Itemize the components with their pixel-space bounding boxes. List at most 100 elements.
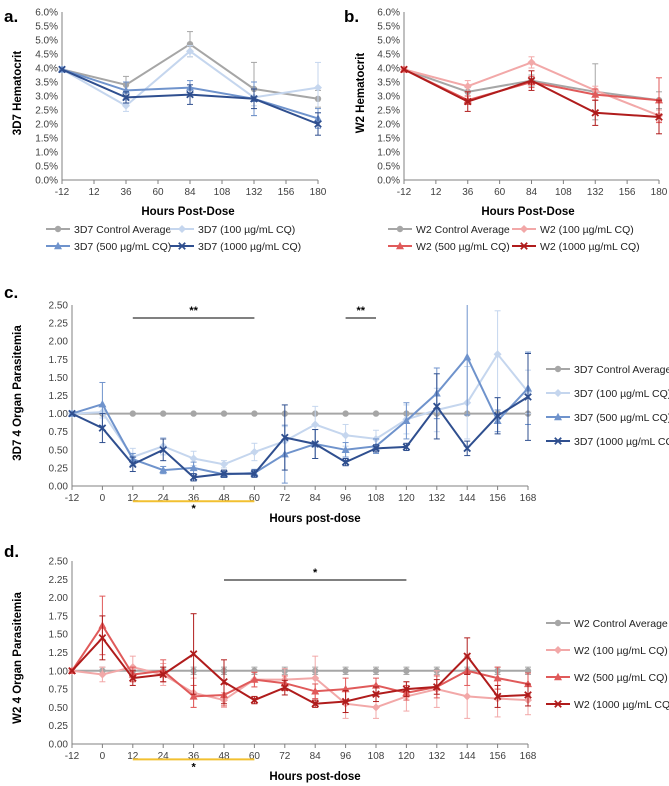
legend-item: W2 Control Average (546, 618, 668, 630)
data-point (554, 437, 562, 445)
y-tick-label: 0.25 (49, 463, 69, 474)
x-axis-title: Hours post-dose (269, 513, 360, 525)
legend-label: 3D7 (500 µg/mL CQ) (574, 412, 669, 424)
legend-label: W2 (500 µg/mL CQ) (574, 672, 668, 684)
chart-panel-a: a. Hours Post-Dose 3D7 Hematocrit 0.0%0.… (4, 7, 327, 253)
legend-label: 3D7 (500 µg/mL CQ) (74, 241, 171, 253)
x-tick-label: 60 (494, 187, 506, 198)
data-point (520, 225, 528, 233)
y-tick-label: 0.50 (49, 445, 69, 456)
data-point (493, 350, 502, 359)
y-tick-label: 3.5% (377, 78, 400, 89)
y-tick-label: 2.00 (49, 593, 69, 604)
y-tick-label: 6.0% (377, 8, 400, 19)
data-point (220, 469, 228, 478)
data-point (493, 692, 502, 701)
y-tick-label: 1.0% (35, 148, 58, 159)
data-point (463, 692, 472, 701)
x-tick-label: 24 (158, 493, 170, 504)
y-tick-label: 0.5% (35, 162, 58, 173)
panel-label: d. (4, 542, 19, 561)
y-tick-label: 2.25 (49, 575, 69, 586)
data-point (341, 458, 350, 466)
data-point (250, 447, 259, 456)
y-tick-label: 4.5% (377, 50, 400, 61)
y-tick-label: 0.00 (49, 740, 69, 751)
chart-panel-c: c. Hours post-dose 3D7 4 Organ Parasitem… (4, 283, 669, 525)
legend-item: 3D7 (100 µg/mL CQ) (170, 224, 295, 236)
y-tick-label: 0.00 (49, 482, 69, 493)
y-tick-label: 5.5% (377, 22, 400, 33)
y-tick-label: 1.00 (49, 409, 69, 420)
legend-item: W2 (1000 µg/mL CQ) (512, 241, 640, 253)
data-point (463, 652, 472, 660)
data-point (189, 454, 198, 463)
legend: W2 Control Average W2 (100 µg/mL CQ) W2 (5… (388, 224, 640, 253)
legend-label: 3D7 (100 µg/mL CQ) (574, 388, 669, 400)
data-point (432, 683, 441, 691)
y-tick-label: 2.25 (49, 319, 69, 330)
series-line (71, 666, 529, 709)
data-point (463, 82, 472, 91)
data-point (402, 685, 411, 693)
data-point (311, 699, 320, 708)
series-line (71, 636, 529, 705)
plot-area (58, 31, 322, 136)
series-line (71, 396, 529, 479)
data-point (372, 410, 380, 417)
data-point (98, 399, 107, 408)
data-point (220, 410, 228, 417)
data-point (280, 433, 289, 442)
significance-label: * (191, 503, 196, 515)
data-point (98, 670, 107, 679)
x-tick-label: 180 (651, 187, 668, 198)
series-4 (68, 613, 532, 714)
data-point (178, 225, 186, 233)
x-tick-label: 120 (398, 493, 415, 504)
y-tick-label: 3.5% (35, 78, 58, 89)
x-tick-label: 156 (619, 187, 636, 198)
legend-item: 3D7 (1000 µg/mL CQ) (546, 436, 669, 448)
y-tick-label: 0.5% (377, 162, 400, 173)
data-point (524, 667, 532, 674)
y-axis-title: 3D7 4 Organ Parasitemia (12, 325, 24, 461)
data-point (68, 666, 76, 675)
x-tick-label: 108 (368, 493, 385, 504)
data-point (189, 473, 198, 482)
data-point (189, 463, 198, 472)
x-tick-label: -12 (65, 751, 80, 762)
data-point (655, 113, 663, 121)
legend-label: W2 Control Average (416, 224, 510, 236)
data-point (159, 465, 168, 474)
series-line (71, 355, 529, 476)
x-tick-label: 0 (100, 493, 106, 504)
axes: 0.00 0.25 0.50 0.75 1.00 1.25 1.50 1.75 2.00 2.25… (49, 301, 537, 505)
x-tick-label: 12 (430, 187, 442, 198)
y-tick-label: 0.25 (49, 721, 69, 732)
data-point (186, 47, 194, 56)
data-point (554, 389, 562, 397)
x-tick-label: 96 (340, 751, 352, 762)
y-tick-label: 1.0% (377, 148, 400, 159)
chart-panel-b: b. Hours Post-Dose W2 Hematocrit 0.0% 0.5… (344, 7, 668, 253)
data-point (220, 460, 228, 469)
series-2 (68, 310, 532, 469)
x-tick-label: 108 (368, 751, 385, 762)
data-point (527, 76, 536, 85)
x-tick-label: 48 (218, 493, 230, 504)
x-tick-label: 108 (555, 187, 572, 198)
x-tick-label: 36 (188, 751, 200, 762)
y-tick-label: 0.0% (35, 176, 58, 187)
data-point (554, 365, 562, 373)
x-tick-label: 48 (218, 751, 230, 762)
data-point (311, 674, 320, 683)
plot-area (400, 56, 663, 135)
axes: 0.0% 0.5% 1.0% 1.5% 2.0% 2.5% 3.0% 3.5% 4.0% 4.5%… (35, 8, 327, 199)
data-point (251, 410, 258, 417)
axes: 0.0% 0.5% 1.0% 1.5% 2.0% 2.5% 3.0% 3.5% 4.0% 4.5%… (377, 8, 668, 199)
data-point (311, 420, 320, 429)
legend-label: W2 Control Average (574, 618, 668, 630)
data-point (54, 241, 62, 250)
legend-label: W2 (500 µg/mL CQ) (416, 241, 510, 253)
